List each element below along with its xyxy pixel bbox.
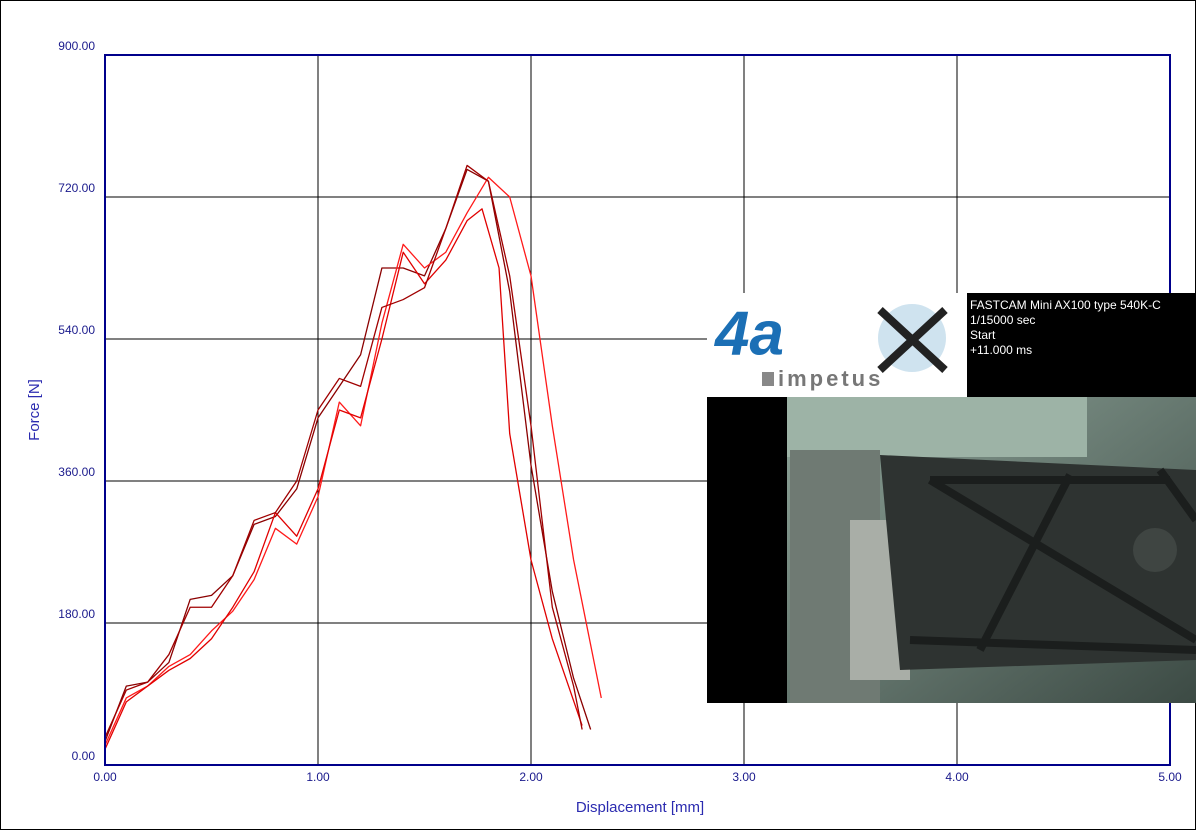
camera-info: +11.000 ms (970, 343, 1032, 357)
photo-ribs (909, 467, 1196, 654)
logo-square (762, 372, 774, 386)
x-tick-label: 5.00 (1158, 770, 1182, 784)
y-tick-label: 0.00 (72, 749, 96, 763)
y-tick-label: 360.00 (58, 465, 95, 479)
x-tick-label: 4.00 (945, 770, 969, 784)
camera-info: FASTCAM Mini AX100 type 540K-C (970, 298, 1161, 312)
inset: 4a impetus FASTCAM Mini AX100 type 540K-… (707, 293, 1196, 703)
y-tick-label: 540.00 (58, 323, 95, 337)
photo-wall (787, 397, 1087, 457)
logo-x (877, 307, 948, 373)
y-tick-label: 900.00 (58, 39, 95, 53)
x-axis-title: Displacement [mm] (576, 799, 704, 816)
y-tick-label: 180.00 (58, 607, 95, 621)
photo-hole (1133, 528, 1177, 572)
x-tick-label: 3.00 (732, 770, 756, 784)
x-tick-label: 1.00 (306, 770, 330, 784)
y-tick-label: 720.00 (58, 181, 95, 195)
series-line (104, 208, 583, 750)
y-axis-title: Force [N] (26, 379, 43, 441)
camera-info: Start (970, 328, 996, 342)
series-line (104, 168, 592, 742)
logo-mark: 4a (713, 299, 784, 368)
lines (104, 164, 602, 750)
x-tick-label: 0.00 (93, 770, 117, 784)
logo-text: impetus (778, 366, 883, 391)
photo-specimen (880, 455, 1196, 670)
camera-info: 1/15000 sec (970, 313, 1035, 327)
series-line (104, 164, 583, 738)
x-tick-label: 2.00 (519, 770, 543, 784)
